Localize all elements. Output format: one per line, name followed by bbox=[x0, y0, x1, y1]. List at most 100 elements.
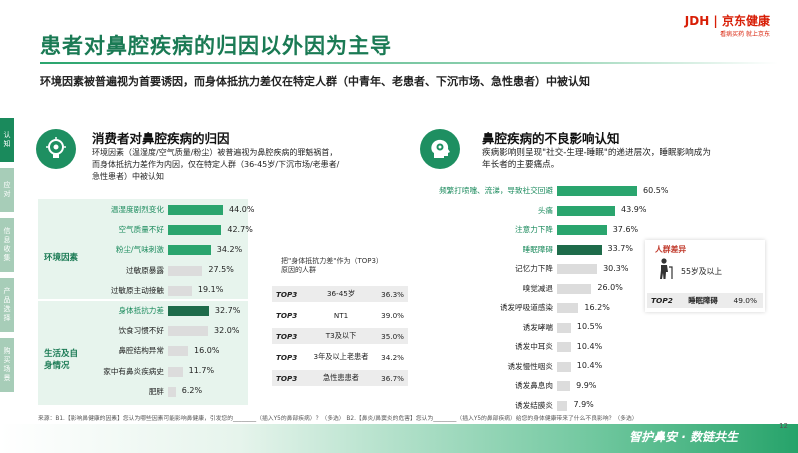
bar bbox=[168, 245, 211, 256]
bar-label: 空气质量不好 bbox=[118, 225, 164, 235]
bar-label: 过敏原暴露 bbox=[126, 265, 164, 275]
table-row-group: 36-45岁 bbox=[326, 289, 356, 298]
bar bbox=[168, 285, 192, 296]
nav-tab-1[interactable]: 应 对 bbox=[0, 168, 14, 212]
bar-value: 60.5% bbox=[643, 185, 669, 195]
bar-label: 嗅觉减退 bbox=[522, 283, 553, 293]
bar-label: 过敏原主动接触 bbox=[110, 285, 164, 295]
bar bbox=[168, 366, 183, 377]
sidebox-tag: TOP2 bbox=[651, 296, 673, 305]
table-row-tag: TOP3 bbox=[276, 289, 298, 299]
table-row-tag: TOP3 bbox=[276, 352, 298, 362]
nav-tab-4[interactable]: 购 买 场 景 bbox=[0, 338, 14, 392]
head-gear-icon bbox=[420, 129, 460, 169]
lightbulb-gear-icon bbox=[36, 129, 76, 169]
bar-label: 鼻腔结构异常 bbox=[118, 346, 164, 356]
bar-label: 诱发中耳炎 bbox=[515, 342, 553, 351]
logo-tagline: 看病买药 就上京东 bbox=[720, 31, 770, 38]
group-life-label: 生活及自 身情况 bbox=[44, 349, 79, 371]
bar-value: 7.9% bbox=[573, 400, 594, 409]
table-title: 把"身体抵抗力差"作为（TOP3） 原因的人群 bbox=[281, 257, 383, 274]
page-title: 患者对鼻腔疾病的归因以外因为主导 bbox=[40, 34, 392, 58]
bar-value: 44.0% bbox=[229, 204, 255, 214]
bar-value: 10.5% bbox=[576, 322, 603, 331]
brand-logo: JDH | 京东健康 看病买药 就上京东 bbox=[685, 12, 770, 38]
table-row-group: NT1 bbox=[333, 310, 349, 320]
left-panel-title: 消费者对鼻腔疾病的归因 bbox=[92, 131, 230, 146]
bar-label: 睡眠障碍 bbox=[522, 244, 553, 254]
bar bbox=[557, 186, 637, 196]
bar bbox=[557, 381, 571, 391]
bar bbox=[168, 346, 188, 357]
sidebox-title: 人群差异 bbox=[655, 245, 687, 254]
table-row: TOP3 T3及以下 35.0% bbox=[272, 328, 408, 344]
bar-value: 9.9% bbox=[576, 380, 597, 390]
bar bbox=[557, 303, 579, 313]
bar-value: 43.9% bbox=[621, 205, 647, 214]
elderly-person-icon bbox=[657, 258, 675, 284]
bar-value: 32.7% bbox=[214, 305, 241, 315]
bar-value: 26.0% bbox=[597, 283, 623, 292]
nav-tab-2[interactable]: 信 息 收 集 bbox=[0, 218, 14, 272]
right-panel-desc: 疾病影响则呈现"社交-生理-睡眠"的递进层次，睡眠影响成为 年长者的主要痛点。 bbox=[482, 148, 711, 170]
table-row-tag: TOP3 bbox=[276, 373, 298, 383]
bar bbox=[168, 306, 209, 316]
bar-label: 诱发呼吸道感染 bbox=[499, 303, 553, 312]
group-env-box bbox=[38, 199, 248, 299]
footer-band bbox=[0, 424, 798, 453]
nav-tab-3[interactable]: 产 品 选 择 bbox=[0, 278, 14, 332]
bar-label: 肥胖 bbox=[148, 386, 164, 396]
bar-value: 32.0% bbox=[214, 325, 240, 335]
table-row-group: 急性患患者 bbox=[323, 373, 359, 382]
left-panel-desc: 环境因素（温湿度/空气质量/粉尘）被普遍视为鼻腔疾病的罪魁祸首， 而身体抵抗力差… bbox=[92, 148, 340, 181]
bar-label: 家中有鼻炎疾病史 bbox=[103, 366, 164, 376]
bar-label: 头痛 bbox=[537, 205, 553, 215]
sidebox-value: 49.0% bbox=[733, 296, 757, 305]
table-row-tag: TOP3 bbox=[276, 310, 298, 320]
logo-text: JDH | 京东健康 bbox=[684, 14, 770, 28]
bar bbox=[557, 283, 592, 294]
group-env-label: 环境因素 bbox=[44, 253, 79, 263]
table-row-value: 34.2% bbox=[381, 352, 404, 362]
bar-label: 诱发慢性咽炎 bbox=[507, 361, 553, 371]
table-row-value: 36.3% bbox=[381, 289, 404, 299]
bar bbox=[168, 326, 208, 337]
table-row-group: 3年及以上老患者 bbox=[313, 352, 369, 361]
bar-value: 10.4% bbox=[576, 341, 603, 351]
sidebox-item: 睡眠障碍 bbox=[688, 296, 718, 305]
bar-label: 饮食习惯不好 bbox=[118, 326, 164, 336]
nav-tab-0[interactable]: 认 知 bbox=[0, 118, 14, 162]
table-row-group: T3及以下 bbox=[325, 331, 357, 340]
bar-value: 16.0% bbox=[194, 345, 220, 355]
bar bbox=[557, 244, 602, 255]
bar-value: 33.7% bbox=[607, 244, 633, 253]
bar-label: 注意力下降 bbox=[515, 225, 553, 234]
bar-value: 27.5% bbox=[208, 265, 234, 275]
bar bbox=[557, 400, 568, 411]
bar-label: 记忆力下降 bbox=[515, 264, 553, 273]
bar-label: 粉尘/气味刺激 bbox=[115, 245, 164, 255]
group-life-box bbox=[38, 301, 248, 405]
bar-label: 频繁打喷嚏、流涕，导致社交回避 bbox=[439, 186, 553, 195]
bar-label: 温湿度剧烈变化 bbox=[110, 205, 164, 214]
bar-value: 16.2% bbox=[584, 302, 610, 312]
bar bbox=[557, 322, 571, 333]
bar-value: 42.7% bbox=[227, 224, 253, 234]
bar-value: 30.3% bbox=[603, 263, 629, 273]
footer-slogan: 智护鼻安 · 数链共生 bbox=[629, 430, 738, 444]
bar bbox=[557, 264, 598, 274]
table-row: TOP3 36-45岁 36.3% bbox=[272, 286, 408, 302]
title-divider bbox=[40, 62, 778, 64]
bar bbox=[557, 205, 616, 216]
bar bbox=[168, 205, 223, 215]
table-row-value: 35.0% bbox=[381, 331, 404, 341]
bar-label: 诱发哮喘 bbox=[522, 322, 553, 332]
bar-value: 6.2% bbox=[181, 386, 203, 396]
bar-value: 11.7% bbox=[188, 366, 215, 376]
bar-value: 34.2% bbox=[216, 244, 243, 254]
table-row: TOP3 3年及以上老患者 34.2% bbox=[272, 349, 408, 365]
page-subtitle: 环境因素被普遍视为首要诱因，而身体抵抗力差仅在特定人群（中青年、老患者、下沉市场… bbox=[40, 75, 590, 88]
sidebox-group: 55岁及以上 bbox=[681, 267, 723, 276]
bar-value: 10.4% bbox=[576, 361, 603, 370]
table-row: TOP3 NT1 39.0% bbox=[272, 307, 408, 323]
